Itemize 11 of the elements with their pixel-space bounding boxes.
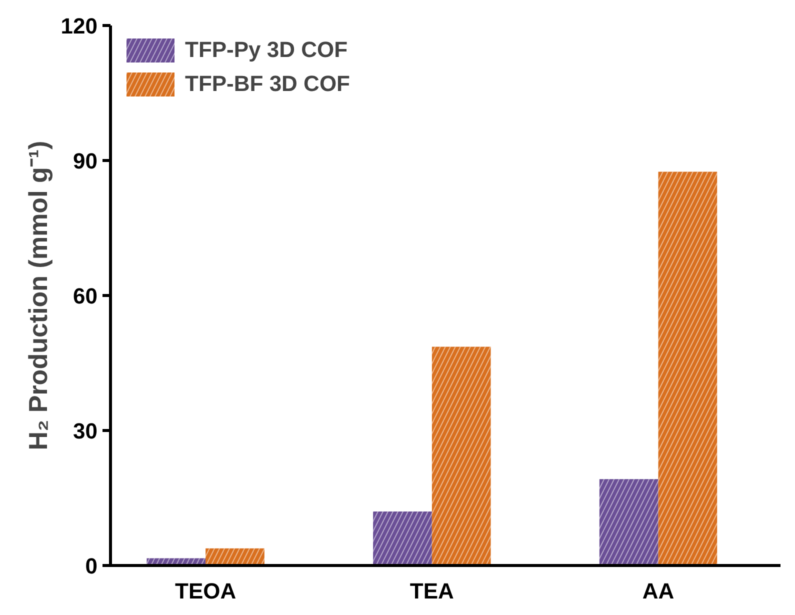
y-tick-label: 30 — [73, 418, 98, 444]
y-tick-label: 0 — [85, 554, 98, 578]
x-tick-label: TEA — [410, 578, 454, 604]
y-tick-label: 60 — [73, 284, 98, 308]
y-tick-label: 90 — [73, 148, 98, 174]
legend-label: TFP-Py 3D COF — [185, 37, 348, 63]
x-tick-label: TEOA — [175, 578, 236, 604]
y-axis-title: H₂ Production (mmol g⁻¹) — [22, 140, 53, 450]
x-tick-label: AA — [642, 578, 674, 604]
y-tick-label: 120 — [60, 14, 98, 38]
legend-label: TFP-BF 3D COF — [185, 71, 350, 97]
